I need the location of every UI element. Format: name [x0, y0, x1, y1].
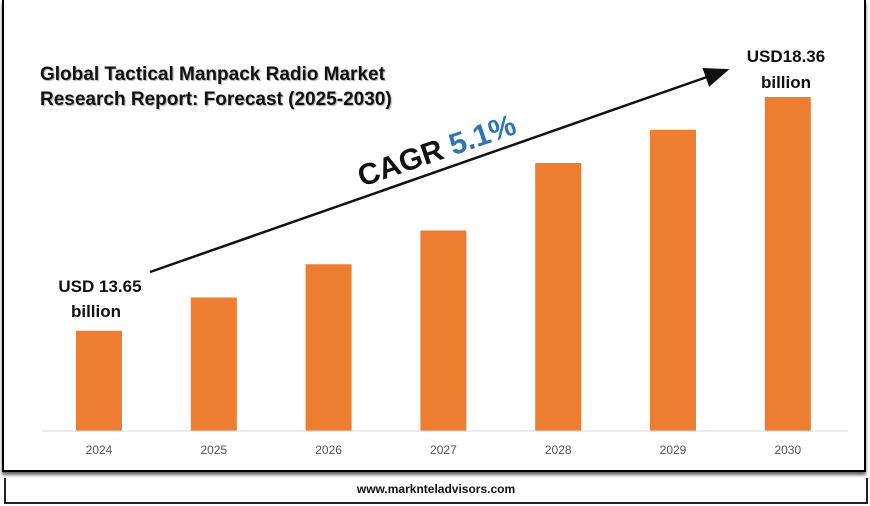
growth-arrow	[149, 67, 730, 274]
x-tick-2024: 2024	[86, 443, 113, 457]
x-tick-2028: 2028	[545, 443, 572, 457]
footer-website: www.marknteladvisors.com	[4, 478, 868, 504]
start-value-unit: billion	[71, 302, 121, 321]
end-value-unit: billion	[761, 73, 811, 92]
x-tick-2025: 2025	[200, 443, 227, 457]
x-tick-2027: 2027	[430, 443, 457, 457]
bar-2024	[76, 330, 122, 431]
chart-title-text: Global Tactical Manpack Radio Market Res…	[40, 64, 392, 110]
chart-title: Global Tactical Manpack Radio Market Res…	[40, 62, 430, 112]
cagr-value: 5.1%	[445, 109, 520, 162]
bar-2027	[420, 230, 467, 431]
start-value-label: USD 13.65	[58, 277, 141, 296]
bar-2026	[305, 264, 352, 431]
x-tick-2030: 2030	[774, 443, 801, 457]
bar-2029	[650, 129, 696, 431]
end-value-label: USD18.36	[747, 47, 825, 66]
bar-2028	[535, 163, 582, 431]
x-tick-2026: 2026	[315, 443, 342, 457]
bar-2025	[190, 297, 237, 431]
website-text[interactable]: www.marknteladvisors.com	[356, 482, 516, 496]
bar-2030	[764, 97, 811, 431]
x-tick-2029: 2029	[660, 443, 687, 457]
